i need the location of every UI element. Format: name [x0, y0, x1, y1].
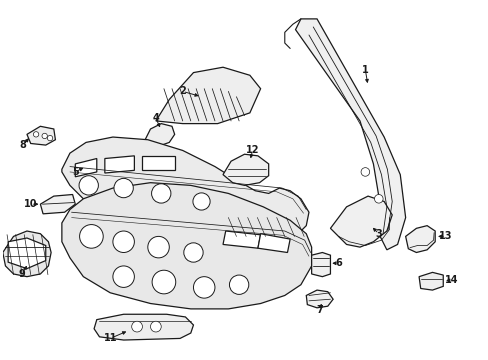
Polygon shape: [62, 137, 308, 247]
Circle shape: [33, 132, 39, 137]
Circle shape: [42, 133, 47, 139]
Polygon shape: [156, 67, 260, 123]
Circle shape: [131, 321, 142, 332]
Circle shape: [229, 275, 248, 294]
Circle shape: [113, 231, 134, 252]
Polygon shape: [3, 231, 51, 277]
Polygon shape: [75, 158, 97, 177]
Circle shape: [113, 266, 134, 287]
Circle shape: [47, 135, 53, 141]
Circle shape: [193, 193, 210, 210]
Circle shape: [183, 243, 203, 262]
Polygon shape: [62, 183, 311, 309]
Text: 13: 13: [438, 231, 452, 242]
Text: 10: 10: [24, 199, 38, 209]
Polygon shape: [223, 154, 268, 185]
Circle shape: [147, 237, 169, 258]
Text: 6: 6: [334, 258, 341, 268]
Circle shape: [151, 184, 171, 203]
Polygon shape: [27, 126, 55, 145]
Circle shape: [80, 225, 103, 248]
Circle shape: [114, 179, 133, 198]
Text: 9: 9: [18, 269, 25, 279]
Circle shape: [79, 176, 98, 195]
Polygon shape: [8, 238, 46, 269]
Circle shape: [150, 321, 161, 332]
Text: 14: 14: [444, 275, 457, 285]
Polygon shape: [104, 156, 134, 173]
Polygon shape: [330, 196, 391, 247]
Polygon shape: [41, 194, 75, 214]
Text: 7: 7: [316, 305, 323, 315]
Polygon shape: [257, 234, 289, 252]
Text: 8: 8: [20, 140, 26, 150]
Text: 12: 12: [245, 145, 259, 156]
Polygon shape: [145, 123, 174, 146]
Text: 1: 1: [361, 65, 368, 75]
Polygon shape: [142, 156, 174, 170]
Text: 4: 4: [152, 113, 159, 123]
Polygon shape: [295, 19, 405, 250]
Polygon shape: [94, 314, 193, 340]
Circle shape: [193, 277, 215, 298]
Text: 5: 5: [72, 167, 79, 177]
Polygon shape: [223, 231, 260, 248]
Polygon shape: [405, 226, 434, 252]
Circle shape: [374, 194, 382, 203]
Text: 2: 2: [179, 86, 186, 96]
Text: 3: 3: [375, 229, 382, 239]
Polygon shape: [311, 252, 330, 277]
Circle shape: [152, 270, 175, 294]
Circle shape: [360, 168, 369, 176]
Text: 11: 11: [103, 333, 117, 343]
Polygon shape: [305, 290, 332, 308]
Polygon shape: [418, 273, 442, 290]
